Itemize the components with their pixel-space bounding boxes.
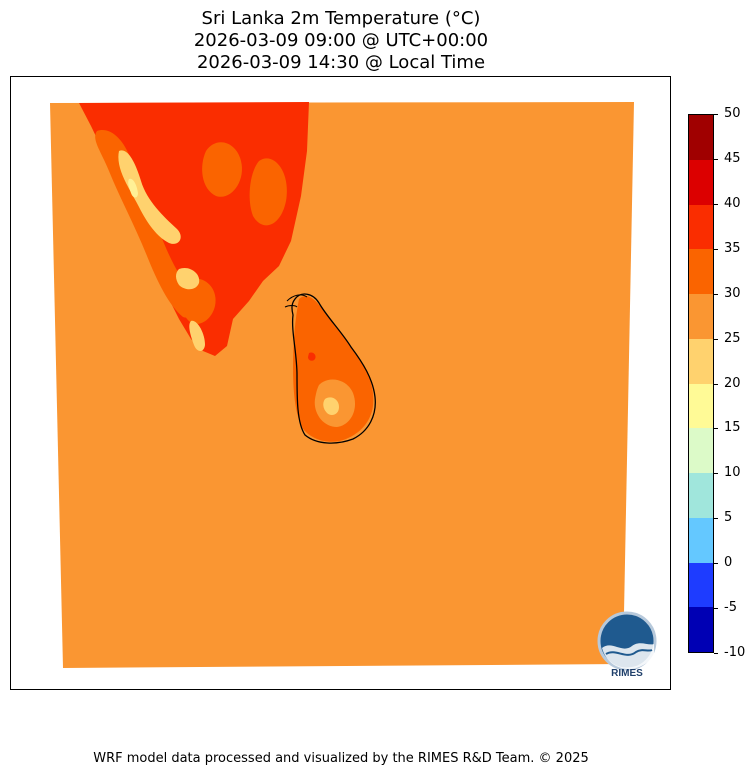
colorbar-tick-label: 50 (724, 106, 741, 121)
colorbar-segment (689, 517, 713, 563)
colorbar-tick-label: 20 (724, 375, 741, 391)
title-line-2: 2026-03-09 09:00 @ UTC+00:00 (193, 30, 489, 51)
colorbar (688, 114, 714, 653)
india-warm-patch (249, 158, 287, 226)
colorbar-tick-label: -5 (724, 600, 737, 616)
sri-lanka-warm-spot (308, 352, 316, 361)
colorbar-segment (689, 294, 713, 339)
colorbar-segment (689, 249, 713, 294)
sri-lanka-cool-region (323, 397, 339, 415)
title-line-1: Sri Lanka 2m Temperature (°C) (201, 8, 481, 29)
colorbar-tick-label: 35 (724, 240, 741, 256)
colorbar-segment (689, 338, 713, 384)
colorbar-segment (689, 428, 713, 473)
colorbar-tick-label: 45 (724, 150, 741, 166)
colorbar-segment (689, 473, 713, 518)
colorbar-segment (689, 562, 713, 608)
colorbar-tick-label: 40 (724, 195, 741, 211)
colorbar-segment (689, 115, 713, 160)
colorbar-tick-label: 10 (724, 465, 741, 481)
title-line-3: 2026-03-09 14:30 @ Local Time (196, 52, 486, 73)
rimes-logo: RIMES (597, 611, 657, 678)
colorbar-tick-label: 25 (724, 330, 741, 346)
colorbar-tick-label: 5 (724, 510, 733, 526)
colorbar-tick-label: 30 (724, 285, 741, 301)
jaffna-coastline (284, 294, 308, 308)
map-frame (10, 76, 671, 690)
india-hot-region (79, 102, 309, 356)
map-title: Sri Lanka 2m Temperature (°C) 2026-03-09… (0, 8, 682, 74)
india-warm-patch (95, 130, 194, 318)
india-cool-patch (118, 150, 181, 244)
colorbar-ticks: 50 45 40 35 30 25 20 15 10 5 0 -5 -10 (714, 106, 754, 660)
colorbar-segment (689, 383, 713, 429)
colorbar-segment (689, 204, 713, 250)
india-warm-patch (202, 142, 242, 197)
india-cool-patch (176, 267, 200, 290)
colorbar-tick-label: -10 (724, 645, 746, 660)
india-cool-patch (128, 178, 138, 198)
colorbar-segment (689, 159, 713, 205)
footer-credit: WRF model data processed and visualized … (93, 751, 589, 766)
colorbar-tick-label: 15 (724, 420, 741, 436)
temperature-map (50, 102, 634, 668)
colorbar-segment (689, 607, 713, 652)
colorbar-tick-label: 0 (724, 555, 733, 571)
sri-lanka-coastline (291, 293, 376, 444)
india-cool-patch (189, 320, 205, 351)
svg-text:RIMES: RIMES (611, 668, 643, 678)
